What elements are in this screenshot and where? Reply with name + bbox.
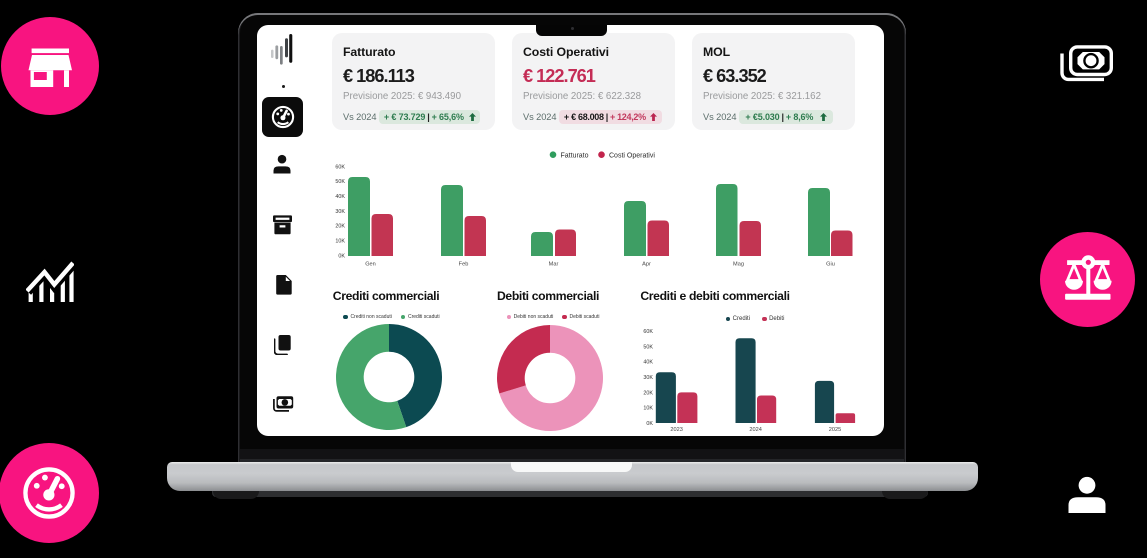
svg-text:Mag: Mag [733,262,744,268]
svg-text:Giu: Giu [826,262,835,268]
svg-text:30K: 30K [335,209,345,215]
svg-text:2024: 2024 [749,427,761,433]
svg-text:10K: 10K [335,239,345,245]
svg-text:10K: 10K [643,406,653,412]
svg-text:60K: 60K [335,164,345,170]
svg-text:40K: 40K [335,194,345,200]
svg-text:0K: 0K [646,421,653,427]
svg-text:60K: 60K [643,329,653,335]
svg-text:40K: 40K [643,360,653,366]
svg-text:0K: 0K [338,253,345,259]
svg-text:50K: 50K [643,344,653,350]
svg-text:30K: 30K [643,375,653,381]
svg-text:50K: 50K [335,179,345,185]
svg-text:2023: 2023 [670,427,682,433]
svg-text:Fatturato: Fatturato [561,152,589,159]
svg-text:Costi Operativi: Costi Operativi [609,152,655,159]
svg-text:20K: 20K [335,224,345,230]
svg-text:20K: 20K [643,390,653,396]
svg-text:Mar: Mar [549,262,559,268]
svg-text:Feb: Feb [459,262,469,268]
svg-text:2025: 2025 [829,427,841,433]
svg-text:Apr: Apr [642,262,651,268]
svg-text:Gen: Gen [365,262,376,268]
